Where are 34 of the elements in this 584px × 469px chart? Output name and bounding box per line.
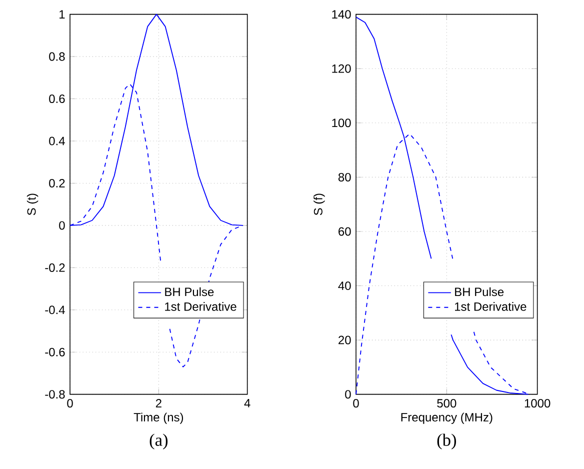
y-axis-title: S (t) [26,194,38,216]
x-tick-label: 2 [156,399,162,408]
legend-label: BH Pulse [455,287,504,296]
x-tick-label: 500 [437,399,456,408]
x-axis-title: Time (ns) [134,412,184,424]
y-tick-label: 0.2 [49,178,65,188]
y-tick-label: 0 [345,390,351,399]
y-tick-label: 80 [338,172,351,182]
x-tick-label: 4 [244,399,250,408]
text: (a) [150,434,168,450]
y-tick-label: 0.6 [49,94,65,104]
x-axis-title: Frequency (MHz) [401,412,492,424]
x-tick-label: 0 [67,399,73,408]
y-tick-label: 120 [332,64,351,73]
y-tick-label: -0.2 [45,263,65,272]
text: (b) [437,434,456,450]
y-axis-title: S (f) [314,194,325,216]
y-tick-label: -0.8 [45,390,65,399]
y-tick-label: 100 [332,118,351,128]
y-tick-label: 0.8 [49,52,65,61]
y-tick-label: 0.4 [49,136,65,146]
y-tick-label: 0 [59,221,65,230]
y-tick-label: 140 [332,10,351,19]
y-tick-label: 60 [338,227,351,236]
legend-label: BH Pulse [165,287,214,296]
legend-label: 1st Derivative [165,302,236,311]
x-tick-label: 1000 [524,399,550,408]
x-tick-label: 0 [353,399,359,408]
y-tick-label: -0.4 [45,306,65,314]
y-tick-label: 1 [60,10,65,18]
legend-label: 1st Derivative [455,302,526,311]
y-tick-label: 20 [338,336,351,344]
y-tick-label: -0.6 [45,348,65,356]
y-tick-label: 40 [338,282,351,290]
